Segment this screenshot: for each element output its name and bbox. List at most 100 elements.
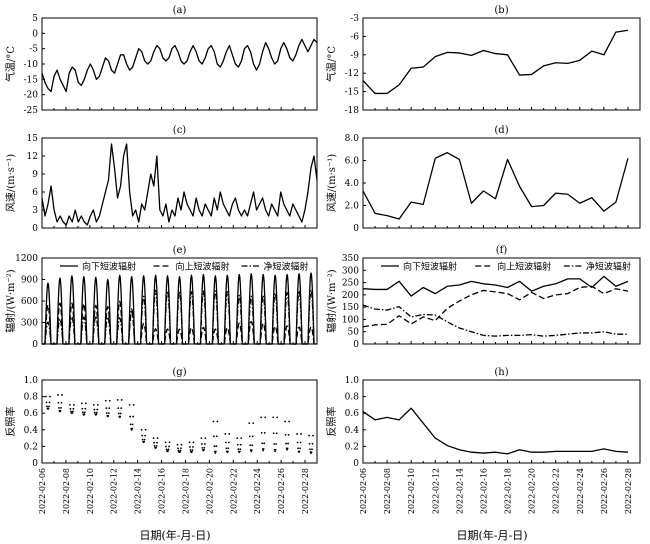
albedo-point [309,448,311,451]
albedo-point [275,443,278,445]
y-tick-label: 300 [342,266,359,276]
x-tick-label: 2022-02-26 [600,468,609,514]
albedo-point [272,416,275,419]
x-tick-label: 2022-02-10 [86,468,95,514]
y-tick-label: 150 [342,303,359,313]
albedo-point [240,437,243,439]
albedo-point [180,443,183,446]
y-tick-label: 4.0 [345,179,360,189]
albedo-point [72,404,75,406]
albedo-point [299,441,302,444]
x-tick-label: 2022-02-06 [359,468,368,514]
albedo-point [49,395,51,398]
albedo-point [57,394,59,396]
y-tick-label: -18 [345,106,360,116]
albedo-point [155,444,158,447]
albedo-point [239,443,242,446]
y-tick-label: 350 [342,254,359,264]
y-tick-label: 0 [32,224,38,234]
albedo-point [48,401,51,404]
albedo-point [143,438,146,441]
albedo-point [81,407,84,410]
plot-frame [41,17,318,111]
albedo-point [180,447,182,450]
x-tick-label: 2022-02-10 [407,468,416,514]
albedo-point [168,441,171,444]
y-tick-label: 600 [21,297,38,307]
panel-label: (f) [496,245,508,256]
albedo-point [167,450,169,452]
albedo-point [69,404,71,406]
y-tick-label: 0.4 [345,426,360,436]
y-tick-label: 0 [32,459,38,469]
plot-frame [362,379,641,464]
panel-label: (h) [494,367,508,378]
series-line-1 [41,143,318,226]
albedo-point [239,448,242,451]
albedo-point [152,437,155,439]
albedo-point [93,408,96,411]
albedo-point [212,435,215,438]
albedo-point [192,446,194,448]
albedo-point [69,407,72,410]
y-axis-title: 气温/°C [325,46,338,82]
albedo-point [143,440,146,443]
albedo-point [287,442,290,445]
x-tick-label: 2022-02-08 [62,468,71,514]
albedo-point [226,450,229,453]
albedo-point [310,451,313,454]
albedo-point [201,446,204,449]
albedo-point [164,441,167,444]
albedo-point [204,437,207,439]
albedo-point [249,444,252,447]
x-tick-label: 2022-02-20 [205,468,214,514]
albedo-point [296,433,298,435]
x-tick-label: 2022-02-28 [301,468,310,514]
albedo-point [71,410,74,413]
albedo-point [131,427,134,430]
albedo-point [203,446,206,449]
series-line-1 [41,38,318,93]
albedo-point [189,446,191,448]
x-tick-label: 2022-02-08 [383,468,392,514]
x-tick-label: 2022-02-20 [528,468,537,514]
albedo-point [95,413,98,416]
albedo-point [311,448,313,451]
albedo-point [311,442,314,445]
panel-label: (e) [173,245,187,256]
x-tick-label: 2022-02-14 [134,468,143,514]
albedo-point [155,446,157,449]
albedo-point [297,447,299,450]
albedo-point [156,441,158,444]
y-tick-label: 1200 [15,254,38,264]
albedo-point [84,402,87,405]
y-tick-label: -15 [345,88,360,98]
albedo-point [238,450,241,453]
albedo-point [45,395,47,398]
panel-b: (b) -18 -15 -12 -9 -6 -3 气温/°C [325,5,641,116]
x-tick-label: 2022-02-06 [38,468,47,514]
y-tick-label: 0.2 [345,442,359,452]
albedo-point [201,443,203,445]
albedo-point [119,415,122,418]
legend-entry: 向下短波辐射 [82,261,136,273]
albedo-point [236,437,239,439]
albedo-point [203,449,205,451]
albedo-point [71,411,74,414]
series-line-1 [362,151,629,220]
plot-frame [41,137,318,229]
legend-entry: 向下短波辐射 [403,261,457,273]
y-tick-label: 0 [353,340,359,350]
albedo-point [107,414,110,417]
y-axis-title: 风速/(m·s⁻¹) [5,154,17,212]
albedo-point [48,405,50,408]
albedo-point [83,411,86,414]
albedo-point [214,450,217,453]
y-tick-label: 0.2 [24,442,38,452]
albedo-point [140,428,143,431]
legend-entry: 净短波辐射 [264,261,309,273]
panel-label: (c) [173,125,187,136]
albedo-point [287,433,290,436]
albedo-point [47,407,50,410]
